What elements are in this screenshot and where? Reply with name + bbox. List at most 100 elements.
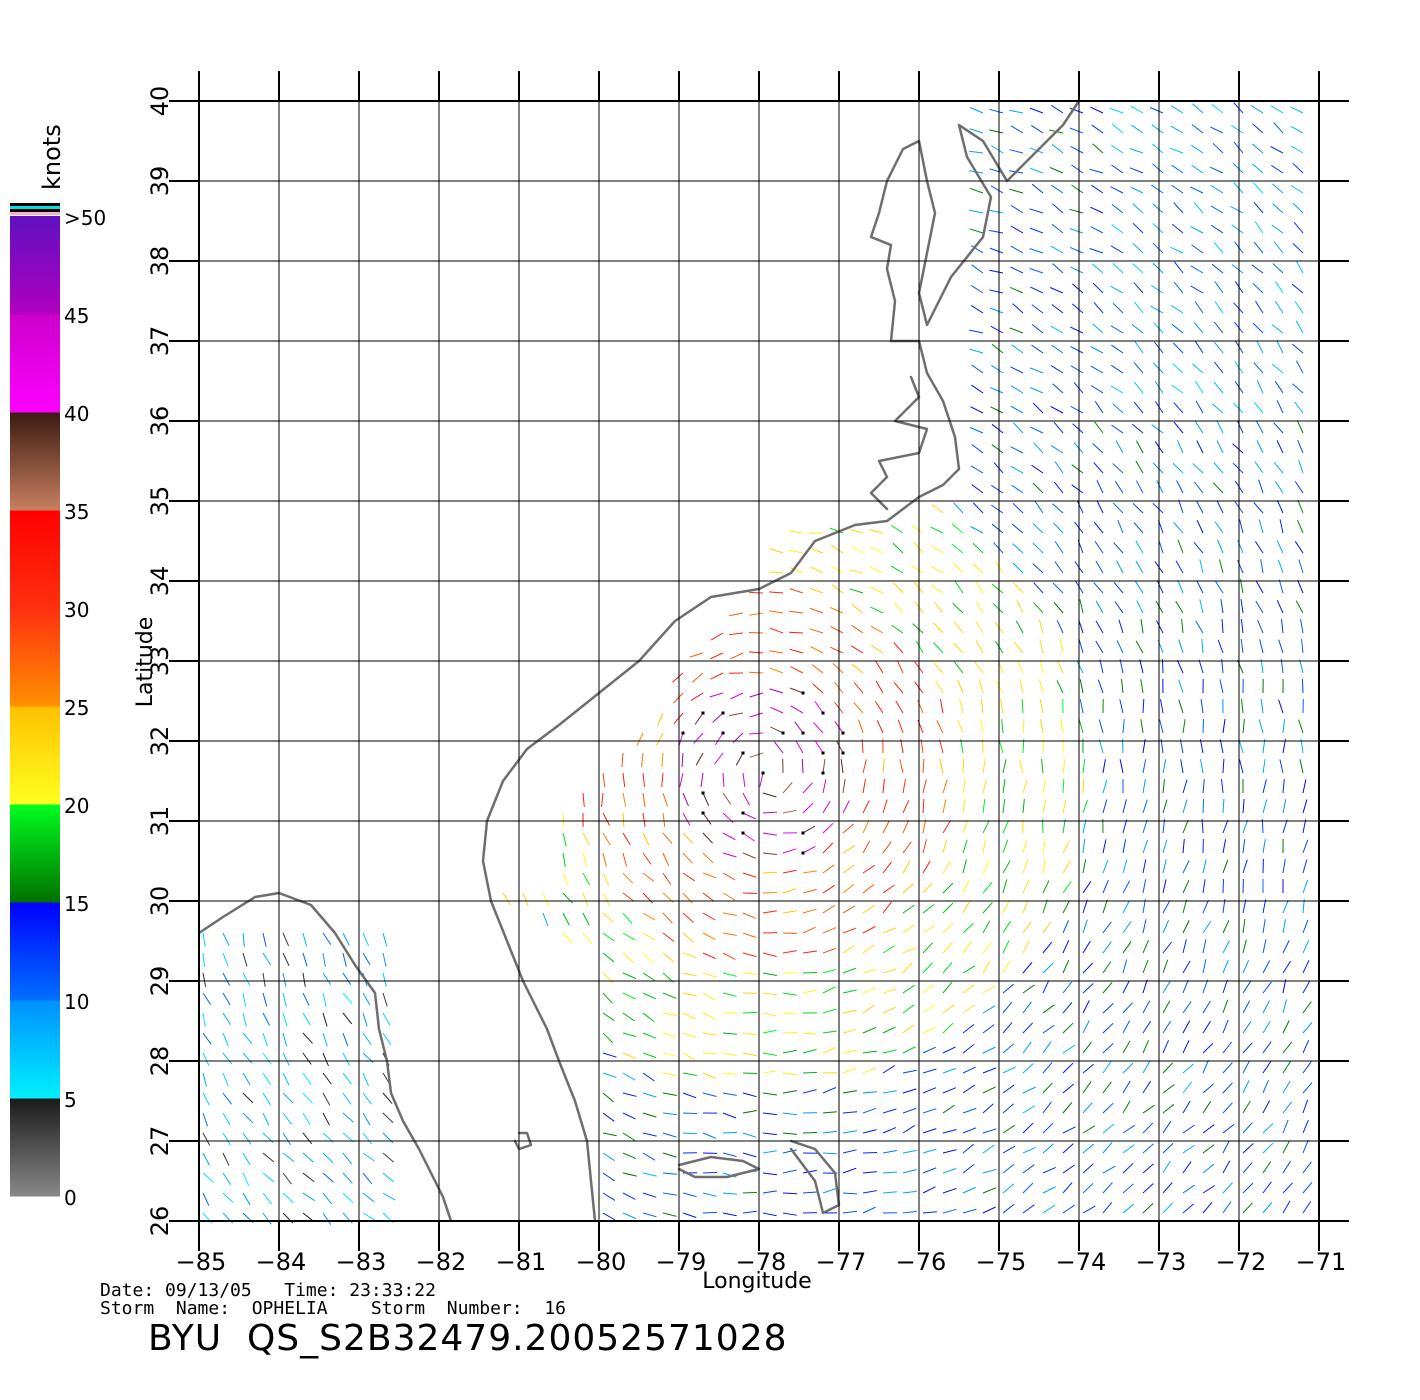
wind-vector <box>875 660 884 674</box>
wind-vector <box>1274 281 1284 294</box>
wind-vector <box>1062 840 1071 854</box>
wind-vector <box>962 1143 975 1154</box>
wind-vector <box>1170 105 1184 114</box>
wind-vector <box>362 1152 375 1162</box>
wind-vector <box>302 932 308 947</box>
wind-vector <box>1151 124 1164 134</box>
wind-vector <box>1202 859 1207 874</box>
wind-vector <box>1276 340 1284 354</box>
wind-vector <box>657 712 664 727</box>
wind-vector <box>782 888 797 894</box>
wind-vector <box>1152 262 1164 274</box>
wind-vector <box>1222 839 1227 854</box>
wind-vector <box>991 504 1004 514</box>
wind-vector <box>902 947 917 954</box>
wind-vector <box>1142 1020 1152 1034</box>
coastline-segment <box>869 139 921 343</box>
wind-vector <box>642 932 656 941</box>
wind-vector <box>673 692 684 704</box>
wind-vector <box>622 792 627 807</box>
wind-vector <box>882 1127 897 1134</box>
wind-vector <box>789 567 804 574</box>
wind-vector <box>1202 1201 1213 1214</box>
wind-vector <box>1222 719 1226 734</box>
wind-vector <box>974 661 984 674</box>
wind-vector <box>991 364 1004 374</box>
wind-vector <box>1136 600 1144 614</box>
wind-vector <box>1254 541 1264 554</box>
date-time-line: Date: 09/13/05 Time: 23:33:22 <box>100 1280 436 1301</box>
wind-vector <box>202 992 212 1005</box>
wind-vector <box>822 1111 837 1114</box>
wind-vector <box>242 992 247 1007</box>
wind-vector <box>602 1072 617 1078</box>
wind-vector <box>673 712 684 725</box>
wind-vector <box>622 1132 636 1141</box>
lat-tick-label: 30 <box>146 886 174 917</box>
wind-vector <box>1282 1101 1292 1114</box>
wind-vector <box>1182 899 1188 914</box>
wind-vector <box>1272 203 1284 214</box>
wind-vector <box>1219 739 1224 754</box>
wind-vector <box>682 1132 698 1135</box>
wind-vector <box>952 562 964 574</box>
wind-vector <box>1231 124 1244 134</box>
wind-vector <box>1049 167 1064 174</box>
wind-vector <box>789 648 804 654</box>
wind-vector <box>842 779 846 794</box>
wind-vector <box>842 905 856 914</box>
wind-vector <box>1122 1144 1135 1154</box>
wind-vector <box>1151 184 1164 194</box>
wind-vector <box>1131 423 1144 434</box>
wind-vector <box>951 523 964 534</box>
wind-vector <box>1070 145 1084 154</box>
wind-vector <box>759 772 764 787</box>
wind-vector <box>902 962 913 974</box>
wind-vector <box>980 699 984 714</box>
wind-vector <box>1237 539 1244 554</box>
wind-vector <box>382 1192 396 1201</box>
wind-vector <box>809 547 824 554</box>
wind-vector <box>1042 921 1052 934</box>
wind-vector <box>1262 1142 1274 1154</box>
wind-vector <box>262 1012 271 1026</box>
wind-vector <box>1098 739 1104 754</box>
wind-vector <box>662 872 672 885</box>
wind-vector <box>1102 899 1108 914</box>
wind-vector <box>1002 983 1015 994</box>
wind-vector <box>991 583 1004 594</box>
wind-vector <box>1258 479 1264 494</box>
wind-vector <box>722 1092 737 1096</box>
wind-vector <box>975 640 984 654</box>
wind-vector <box>1182 819 1189 834</box>
wind-vector <box>1078 639 1084 654</box>
wind-vector <box>1029 387 1044 394</box>
wind-vector <box>222 1152 230 1166</box>
wind-vector <box>1011 484 1024 494</box>
wind-vector <box>1002 860 1011 874</box>
wind-vector <box>902 984 915 994</box>
wind-vector <box>222 1092 232 1105</box>
wind-vector <box>1062 900 1070 914</box>
wind-vector <box>942 861 952 874</box>
wind-vector <box>882 779 885 794</box>
wind-vector <box>1273 422 1284 434</box>
wind-vector <box>1298 459 1304 474</box>
wind-vector <box>342 1012 353 1025</box>
wind-vector <box>1300 619 1304 634</box>
wind-vector <box>202 1012 206 1027</box>
wind-vector <box>1082 983 1094 994</box>
wind-vector <box>202 1032 212 1045</box>
wind-vector <box>382 1172 395 1183</box>
wind-vector <box>622 772 626 787</box>
legend-band-0-5 <box>10 1098 60 1197</box>
wind-vector <box>768 571 784 574</box>
wind-vector <box>1171 223 1184 234</box>
wind-vector <box>1274 300 1284 314</box>
wind-vector <box>1052 203 1064 214</box>
wind-vector <box>1302 779 1307 794</box>
wind-vector <box>982 1206 996 1214</box>
wind-vector <box>302 1052 312 1065</box>
wind-vector <box>1002 819 1010 834</box>
wind-vector <box>952 603 964 614</box>
